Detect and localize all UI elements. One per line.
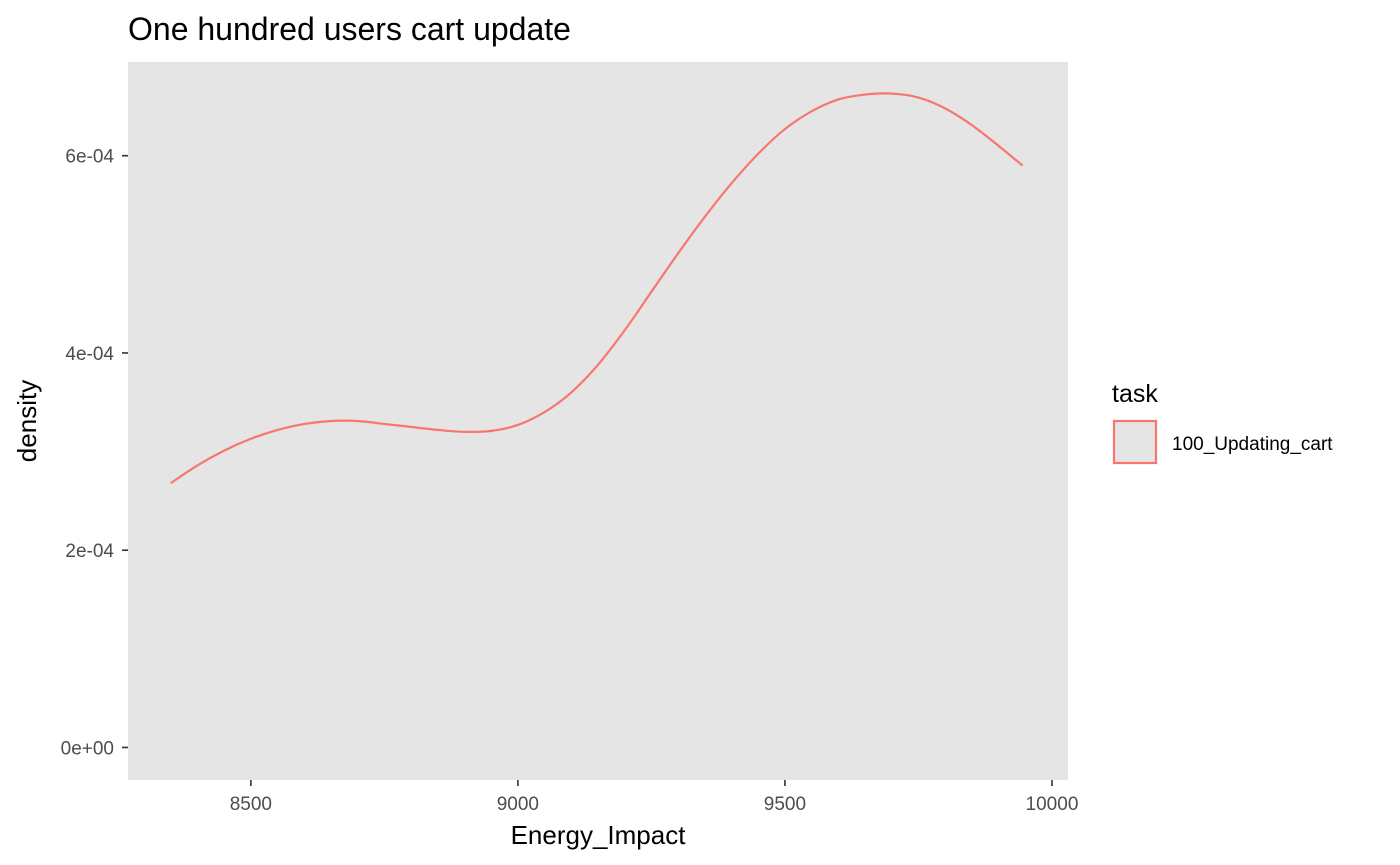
chart-title: One hundred users cart update xyxy=(128,11,571,47)
series-layer xyxy=(170,92,1024,485)
legend-label-100-updating-cart: 100_Updating_cart xyxy=(1172,434,1333,455)
plot-panel xyxy=(128,62,1068,780)
x-tick-label-8500: 8500 xyxy=(230,794,272,815)
y-tick-label-2e-04: 2e-04 xyxy=(65,541,114,562)
y-axis-title: density xyxy=(12,380,42,462)
x-tick-label-9000: 9000 xyxy=(497,794,539,815)
legend-title: task xyxy=(1112,380,1158,408)
x-tick-label-10000: 10000 xyxy=(1026,794,1079,815)
y-tick-label-0e+00: 0e+00 xyxy=(61,738,114,759)
legend: task 100_Updating_cart xyxy=(1112,380,1333,465)
x-tick-label-9500: 9500 xyxy=(764,794,806,815)
x-axis: 8500 9000 9500 10000 xyxy=(230,780,1079,815)
y-axis: 0e+00 2e-04 4e-04 6e-04 xyxy=(61,147,128,759)
legend-key-100-updating-cart xyxy=(1112,419,1158,465)
y-tick-label-4e-04: 4e-04 xyxy=(65,344,114,365)
y-tick-label-6e-04: 6e-04 xyxy=(65,147,114,168)
x-axis-title: Energy_Impact xyxy=(511,820,687,850)
series-line-0 xyxy=(170,92,1024,485)
